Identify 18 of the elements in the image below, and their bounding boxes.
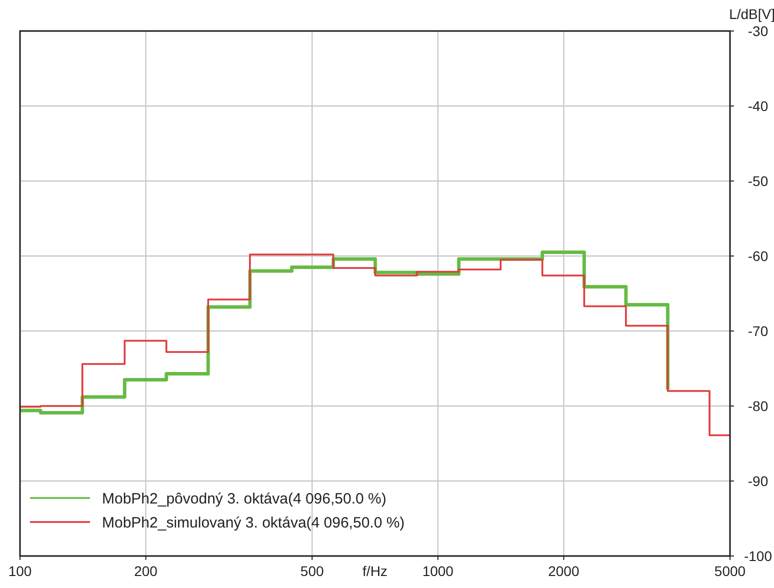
y-tick-label: -50 [748,172,768,189]
y-tick-label: -100 [744,548,772,564]
x-tick-label: 2000 [548,563,580,579]
y-tick-label: -70 [748,322,768,339]
y-axis-title: L/dB[V] [729,6,774,22]
x-tick-label: 200 [134,563,158,579]
y-tick-label: -30 [748,22,768,39]
legend-label: MobPh2_simulovaný 3. oktáva(4 096,50.0 %) [102,514,405,532]
x-tick-label: 500 [300,563,324,579]
x-tick-label: 100 [8,563,32,579]
legend-label: MobPh2_pôvodný 3. oktáva(4 096,50.0 %) [102,490,386,508]
y-tick-label: -80 [748,398,768,414]
x-axis-title: f/Hz [362,563,388,579]
x-tick-label: 5000 [714,563,746,579]
y-tick-label: -40 [748,98,768,114]
y-tick-label: -60 [748,248,768,264]
x-tick-label: 1000 [422,563,454,579]
y-tick-label: -90 [748,472,768,489]
